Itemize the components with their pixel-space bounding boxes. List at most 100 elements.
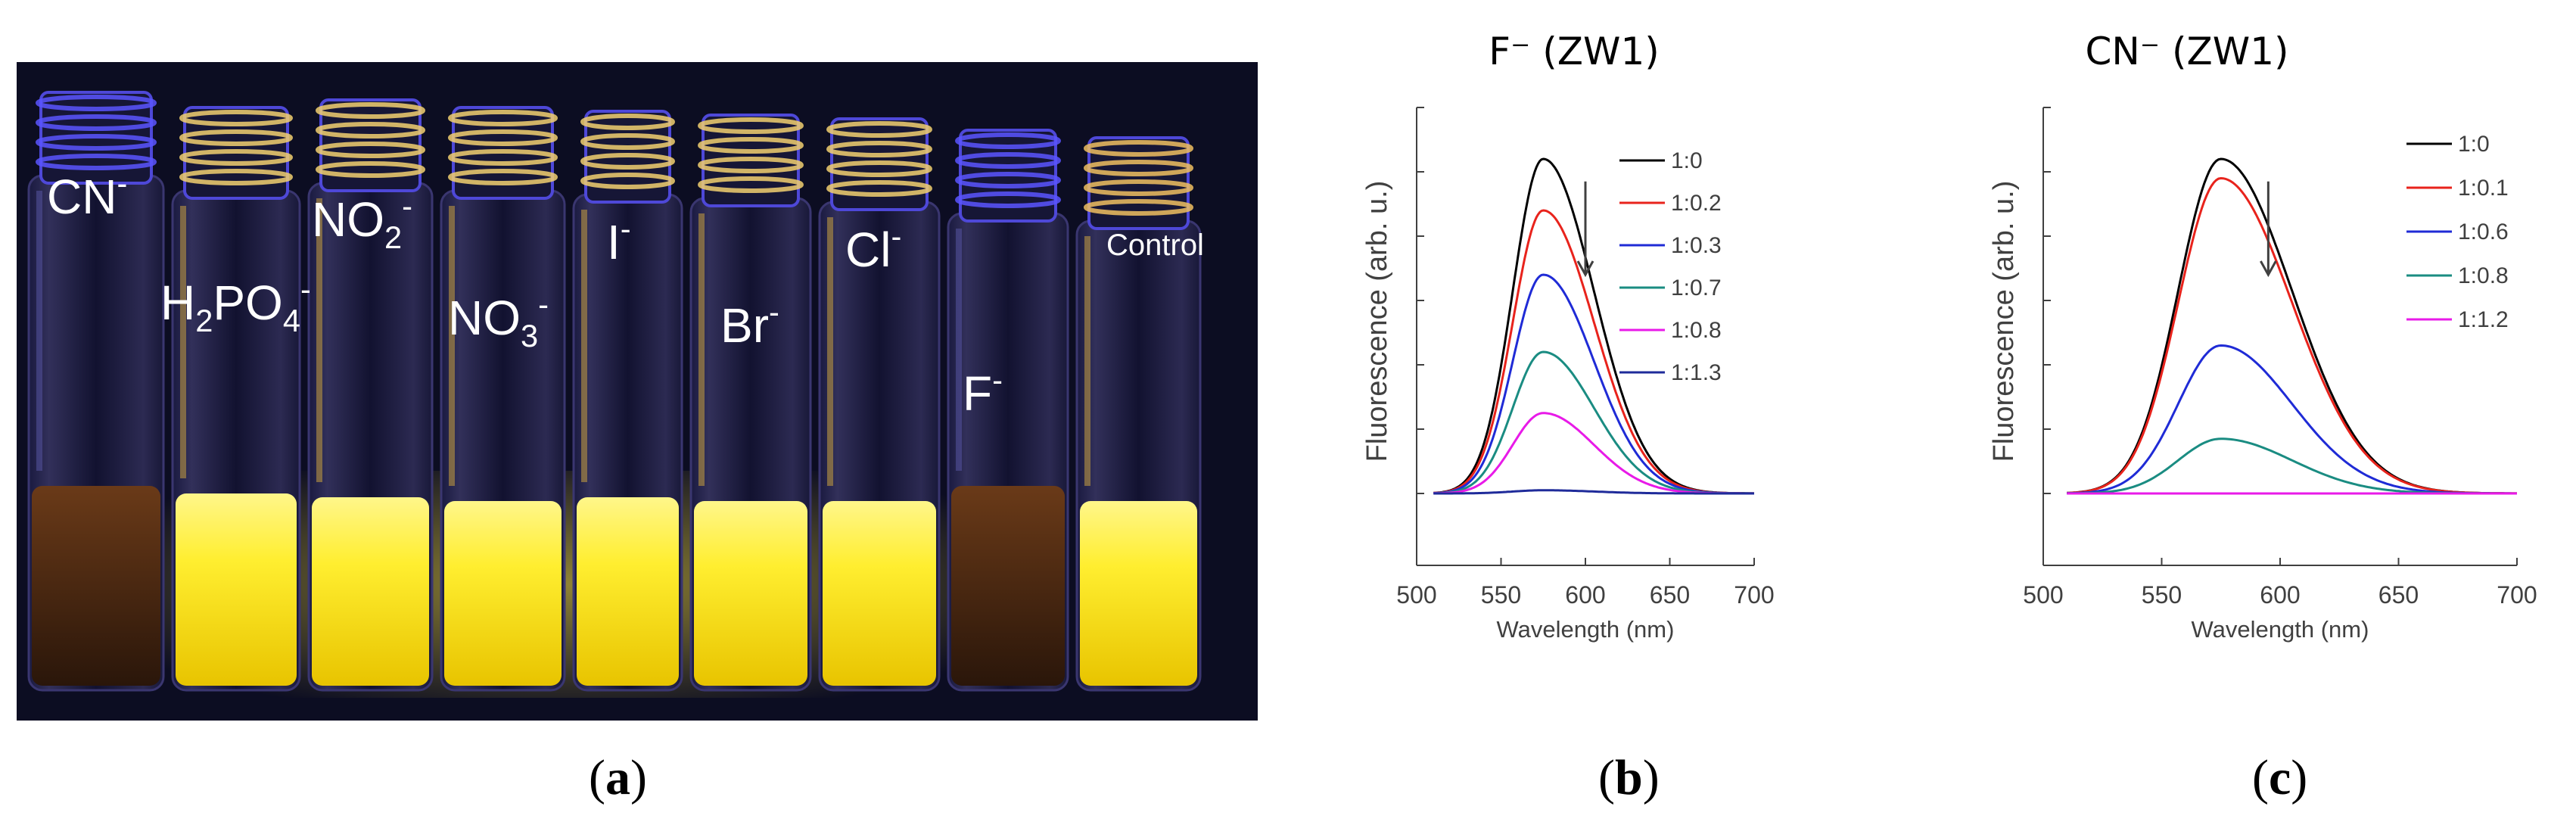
vial-label: NO2- — [312, 188, 412, 255]
vial-label: Br- — [720, 294, 779, 353]
vial-thread — [698, 176, 804, 193]
vial-thread — [826, 180, 932, 197]
legend-label: 1:0.7 — [1671, 275, 1722, 300]
arrow-head-icon — [1576, 260, 1594, 278]
vial — [947, 129, 1069, 692]
vial — [307, 98, 434, 692]
legend-label: 1:0.8 — [2458, 263, 2509, 288]
chart-fluoride: F⁻ (ZW1) 500 550 600 650 700 Wavelength (nm) Fl… — [1361, 30, 1775, 643]
vial — [171, 106, 301, 692]
x-tick-label: 700 — [1734, 581, 1774, 609]
arrow-head-icon — [2260, 260, 2277, 278]
vial-thread — [36, 134, 157, 151]
panel-label-c: (c) — [2252, 750, 2308, 805]
vial-thread — [316, 102, 425, 119]
vial-thread — [448, 149, 558, 166]
vial-thread — [955, 172, 1061, 188]
x-axis-label: Wavelength (nm) — [2192, 616, 2369, 643]
series-line — [2067, 437, 2517, 495]
vial-liquid-glowing — [694, 501, 807, 686]
legend-label: 1:0 — [2458, 132, 2490, 157]
x-tick-label: 500 — [2023, 581, 2063, 609]
legend-label: 1:0.1 — [2458, 176, 2509, 201]
vial-highlight — [1084, 236, 1090, 486]
x-tick-label: 550 — [2142, 581, 2182, 609]
vial-thread — [1084, 160, 1193, 176]
vial-thread — [955, 132, 1061, 149]
legend-label: 1:0 — [1671, 148, 1703, 173]
legend-label: 1:1.3 — [1671, 360, 1722, 385]
vial-highlight — [316, 198, 322, 482]
vial-thread — [580, 114, 675, 130]
vial-liquid-glowing — [577, 497, 679, 686]
vial-thread — [316, 122, 425, 139]
vial-thread — [826, 141, 932, 157]
vial-thread — [179, 129, 293, 146]
vial-label: I- — [607, 210, 631, 269]
vial-label: H2PO4- — [160, 271, 311, 338]
vial-thread — [580, 153, 675, 170]
vial-liquid-glowing — [1080, 501, 1197, 686]
y-axis-label: Fluorescence (arb. u.) — [1988, 181, 2020, 462]
panel-label-b: (b) — [1598, 750, 1660, 805]
y-axis-label: Fluorescence (arb. u.) — [1361, 181, 1393, 462]
vial-thread — [698, 137, 804, 154]
vial-thread — [179, 110, 293, 126]
vial-thread — [448, 110, 558, 126]
vial-thread — [448, 169, 558, 185]
vial-thread — [36, 95, 157, 111]
vial-liquid-dark — [32, 486, 160, 686]
series-line — [2067, 157, 2517, 495]
legend-label: 1:0.6 — [2458, 219, 2509, 244]
vial-thread — [36, 154, 157, 170]
vial-thread — [1084, 179, 1193, 196]
vial-highlight — [698, 213, 705, 486]
series-line — [1433, 489, 1754, 495]
vial-thread — [698, 117, 804, 134]
vial-thread — [698, 157, 804, 173]
vial-photo: CN- H2PO4-NO2- NO3- I- Br- Cl- F- Control — [17, 62, 1258, 721]
legend-label: 1:0.8 — [1671, 318, 1722, 343]
panel-label-a: (a) — [589, 750, 647, 805]
x-tick-label: 600 — [1565, 581, 1605, 609]
chart-title: CN⁻ (ZW1) — [2085, 30, 2288, 73]
vial-thread — [1084, 140, 1193, 157]
vial-label: Cl- — [845, 218, 901, 277]
legend-label: 1:0.3 — [1671, 233, 1722, 258]
vial-liquid-dark — [951, 486, 1065, 686]
vial-thread — [826, 121, 932, 138]
vial-thread — [316, 161, 425, 178]
vial-highlight — [36, 191, 42, 471]
legend-label: 1:1.2 — [2458, 307, 2509, 332]
series-line — [2067, 344, 2517, 495]
chart-cyanide: CN⁻ (ZW1) 500 550 600 650 700 Wavelength (nm) F… — [1988, 30, 2537, 643]
vial-liquid-glowing — [444, 501, 562, 686]
vial-label: F- — [963, 362, 1003, 421]
vial-thread — [826, 160, 932, 177]
vial-liquid-glowing — [823, 501, 936, 686]
vial-highlight — [827, 217, 833, 486]
vial-label: Control — [1106, 229, 1204, 262]
series-line — [2067, 176, 2517, 495]
chart-title: F⁻ (ZW1) — [1489, 30, 1660, 73]
vial-label: NO3- — [448, 286, 549, 353]
vial — [27, 91, 165, 692]
vial-thread — [955, 152, 1061, 169]
vial-liquid-glowing — [312, 497, 429, 686]
vial-thread — [1084, 199, 1193, 216]
vial — [818, 117, 941, 692]
x-tick-label: 650 — [1650, 581, 1690, 609]
vial-highlight — [581, 210, 587, 482]
x-axis-label: Wavelength (nm) — [1497, 616, 1675, 643]
x-tick-label: 550 — [1481, 581, 1521, 609]
vial-thread — [580, 133, 675, 150]
vial-highlight — [956, 229, 962, 471]
vial-thread — [580, 173, 675, 189]
vial-thread — [179, 149, 293, 166]
x-tick-label: 600 — [2260, 581, 2300, 609]
x-tick-label: 500 — [1396, 581, 1436, 609]
x-tick-label: 700 — [2497, 581, 2537, 609]
vial — [689, 114, 812, 692]
vial — [1075, 136, 1202, 692]
vial-thread — [955, 191, 1061, 208]
